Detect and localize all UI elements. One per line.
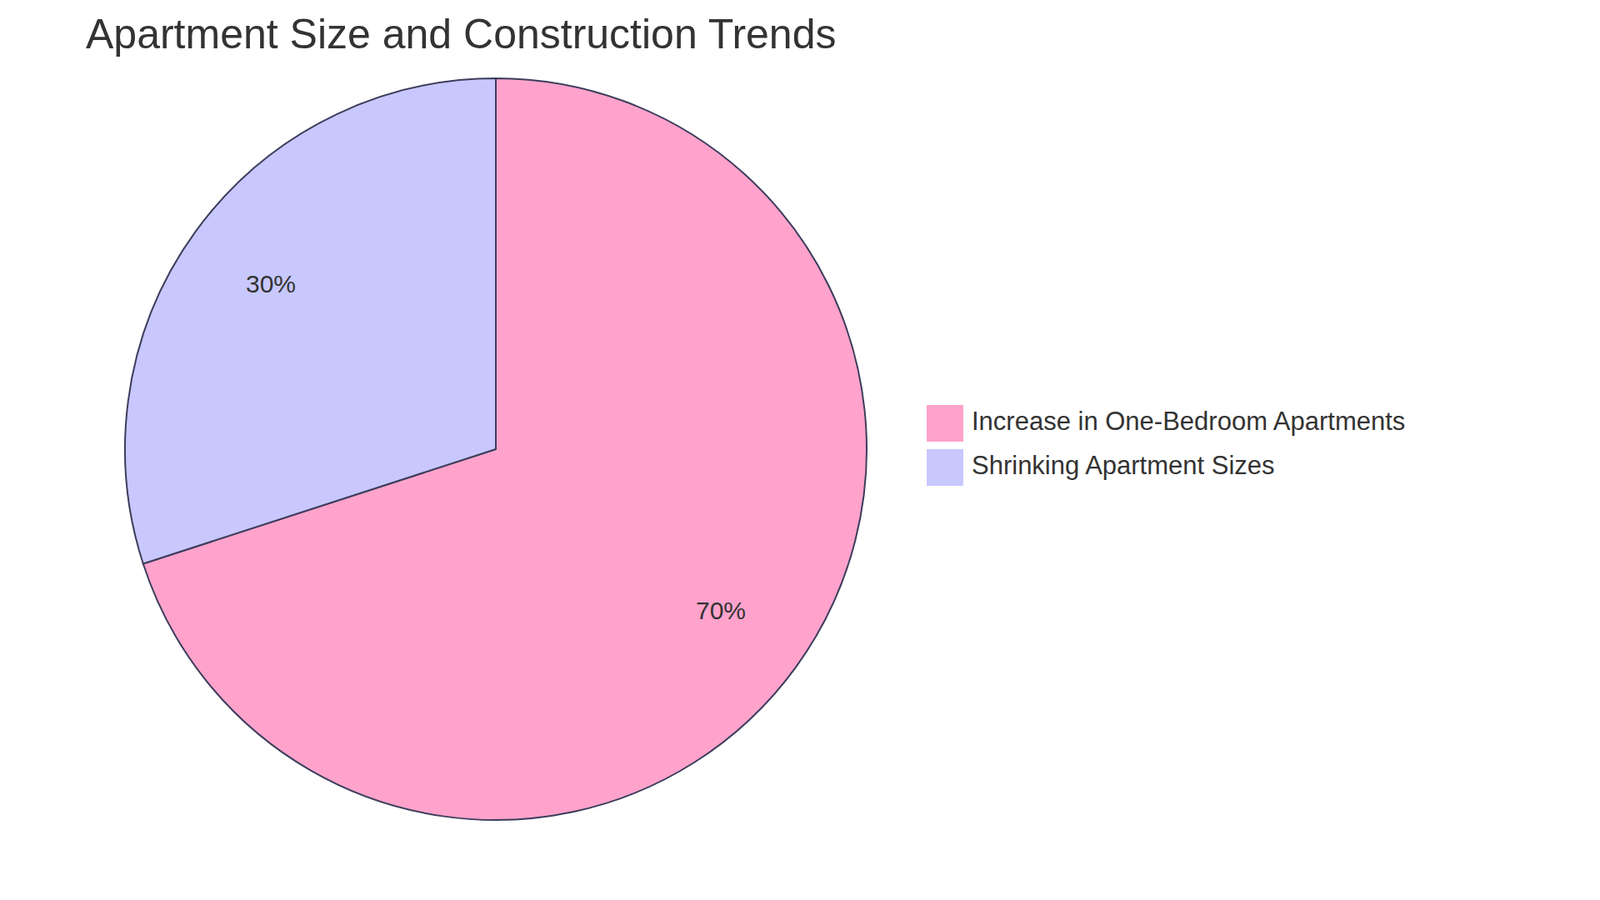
data-label: 70% <box>695 596 746 625</box>
data-label: 30% <box>245 270 296 298</box>
legend-swatch <box>926 449 964 486</box>
legend-swatch <box>926 405 964 442</box>
chart-root: Apartment Size and Construction Trends 70… <box>0 0 1600 900</box>
data-labels: 70% 30% <box>245 270 746 625</box>
legend-label: Shrinking Apartment Sizes <box>971 450 1275 480</box>
legend-label: Increase in One-Bedroom Apartments <box>971 406 1405 436</box>
legend-item: Shrinking Apartment Sizes <box>926 449 1275 486</box>
legend-item: Increase in One-Bedroom Apartments <box>926 405 1405 442</box>
pie-slice <box>125 78 496 565</box>
pie-group <box>125 78 867 820</box>
chart-title: Apartment Size and Construction Trends <box>85 10 836 58</box>
legend: Increase in One-Bedroom Apartments Shrink… <box>926 405 1405 486</box>
